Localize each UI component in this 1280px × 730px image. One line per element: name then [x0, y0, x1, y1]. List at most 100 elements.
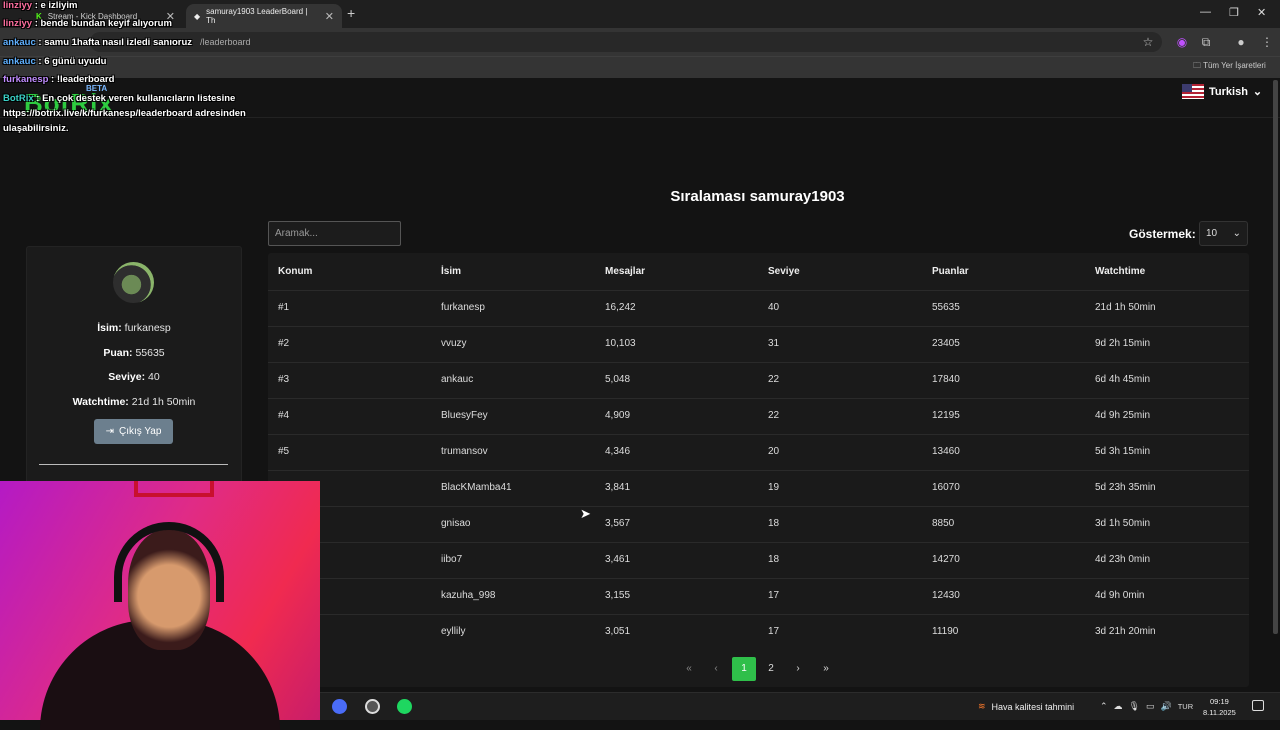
kick-icon: K: [36, 11, 42, 21]
cell-level: 40: [768, 302, 780, 313]
beta-badge: BETA: [86, 84, 108, 93]
cell-name: iibo7: [441, 554, 463, 565]
bookmarks-bar: [0, 56, 1280, 78]
col-header-rank[interactable]: Konum: [278, 266, 313, 277]
col-header-messages[interactable]: Mesajlar: [605, 266, 646, 277]
cell-watchtime: 4d 9h 0min: [1095, 590, 1145, 601]
volume-icon[interactable]: 🔊: [1160, 701, 1178, 711]
minimize-icon[interactable]: —: [1200, 6, 1211, 18]
botrix-tab-icon: ◆: [194, 11, 201, 21]
cell-rank: #5: [278, 446, 290, 457]
chat-message: : !leaderboard: [51, 74, 115, 85]
url-field[interactable]: /leaderboard: [90, 32, 1162, 52]
chat-line: https://botrix.live/k/furkanesp/leaderbo…: [3, 108, 246, 119]
tab-kick-dashboard[interactable]: K Stream - Kick Dashboard ✕: [28, 4, 183, 28]
page-size-select[interactable]: 10 ⌄: [1199, 221, 1248, 246]
extensions-puzzle-icon[interactable]: ⧉: [1201, 35, 1211, 49]
bookmark-star-icon[interactable]: ☆: [1142, 35, 1154, 49]
chat-user: ankauc: [3, 56, 36, 67]
clock[interactable]: 09:19 8.11.2025: [1203, 696, 1236, 718]
chat-line: linziyy : bende bundan keyif alıyorum: [3, 18, 172, 29]
cell-watchtime: 21d 1h 50min: [1095, 302, 1156, 313]
new-tab-icon[interactable]: +: [347, 5, 356, 21]
cell-name: trumansov: [441, 446, 488, 457]
tab-leaderboard[interactable]: ◆ samuray1903 LeaderBoard | Th ✕: [186, 4, 342, 28]
close-window-icon[interactable]: ✕: [1257, 7, 1267, 19]
chat-user: linziyy: [3, 18, 33, 29]
table-row: [268, 614, 1249, 650]
chevron-up-icon[interactable]: ⌃: [1100, 701, 1114, 711]
chevron-down-icon: ⌄: [1232, 228, 1241, 239]
mic-icon[interactable]: 🎙: [1128, 701, 1146, 711]
notifications-icon[interactable]: [1252, 700, 1264, 711]
cell-points: 23405: [932, 338, 960, 349]
discord-icon[interactable]: [332, 699, 347, 714]
last-page-icon[interactable]: »: [823, 663, 829, 674]
close-tab-icon[interactable]: ✕: [324, 10, 334, 23]
chat-line: ankauc : 6 günü uyudu: [3, 56, 106, 67]
cell-messages: 3,841: [605, 482, 631, 493]
chat-line: furkanesp : !leaderboard: [3, 74, 114, 85]
weather-widget[interactable]: ≋ Hava kalitesi tahmini: [978, 701, 1074, 712]
cell-points: 12430: [932, 590, 960, 601]
clock-date: 8.11.2025: [1203, 708, 1236, 717]
language-label: Turkish: [1209, 85, 1248, 98]
url-text: /leaderboard: [200, 37, 251, 47]
cell-name: ankauc: [441, 374, 474, 385]
clock-time: 09:19: [1210, 697, 1229, 706]
first-page-icon[interactable]: «: [686, 663, 692, 674]
all-bookmarks-link[interactable]: 🗀 Tüm Yer İşaretleri: [1193, 61, 1266, 70]
scrollbar[interactable]: [1273, 80, 1278, 634]
cell-watchtime: 5d 23h 35min: [1095, 482, 1156, 493]
cell-level: 20: [768, 446, 780, 457]
extension-icon[interactable]: ◉: [1176, 35, 1188, 49]
network-icon[interactable]: ▭: [1145, 701, 1161, 711]
col-header-points[interactable]: Puanlar: [932, 266, 969, 277]
cell-rank: #4: [278, 410, 290, 421]
search-input[interactable]: [268, 221, 401, 246]
cell-watchtime: 6d 4h 45min: [1095, 374, 1151, 385]
cell-messages: 5,048: [605, 374, 631, 385]
col-header-watchtime[interactable]: Watchtime: [1095, 266, 1146, 277]
cell-watchtime: 9d 2h 15min: [1095, 338, 1151, 349]
cell-messages: 16,242: [605, 302, 636, 313]
chat-message: : samu 1hafta nasıl izledi sanıoruz: [38, 37, 193, 48]
cell-name: vvuzy: [441, 338, 467, 349]
chat-message: https://botrix.live/k/furkanesp/leaderbo…: [3, 108, 246, 119]
table-row: [268, 506, 1249, 542]
chat-line: ulaşabilirsiniz.: [3, 123, 68, 134]
spotify-icon[interactable]: [397, 699, 412, 714]
next-page-icon[interactable]: ›: [796, 663, 800, 674]
page-2-button[interactable]: 2: [768, 663, 774, 674]
cloud-icon[interactable]: ☁: [1113, 701, 1129, 711]
restore-icon[interactable]: ❐: [1229, 7, 1239, 19]
cell-points: 55635: [932, 302, 960, 313]
cell-watchtime: 3d 1h 50min: [1095, 518, 1151, 529]
page-1-button[interactable]: 1: [732, 657, 756, 681]
table-row: [268, 326, 1249, 362]
botrix-logo[interactable]: BotRix: [24, 88, 114, 118]
language-selector[interactable]: Turkish ⌄: [1182, 84, 1262, 99]
logout-button[interactable]: ⇥ Çıkış Yap: [94, 419, 173, 444]
menu-kebab-icon[interactable]: ⋮: [1261, 35, 1273, 49]
lang-indicator[interactable]: TUR: [1177, 702, 1194, 711]
profile-name: İsim: furkanesp: [26, 322, 242, 334]
cell-level: 18: [768, 518, 780, 529]
chat-line: BotRix : En çok destek veren kullanıcıla…: [3, 93, 235, 104]
system-tray[interactable]: ⌃☁🎙▭🔊TUR: [1100, 701, 1193, 712]
cell-name: gnisao: [441, 518, 471, 529]
chat-user: linziyy: [3, 0, 33, 11]
chat-message: ulaşabilirsiniz.: [3, 123, 69, 134]
cell-level: 22: [768, 410, 780, 421]
prev-page-icon[interactable]: ‹: [714, 663, 718, 674]
chevron-down-icon: ⌄: [1252, 86, 1263, 98]
air-quality-icon: ≋: [978, 701, 986, 711]
close-tab-icon[interactable]: ✕: [165, 10, 175, 23]
level-value: 40: [148, 371, 160, 383]
col-header-name[interactable]: İsim: [441, 266, 462, 277]
col-header-level[interactable]: Seviye: [768, 266, 800, 277]
chat-user: BotRix: [3, 93, 34, 104]
table-row: [268, 542, 1249, 578]
obs-icon[interactable]: [365, 699, 380, 714]
profile-avatar-icon[interactable]: ●: [1237, 35, 1245, 49]
